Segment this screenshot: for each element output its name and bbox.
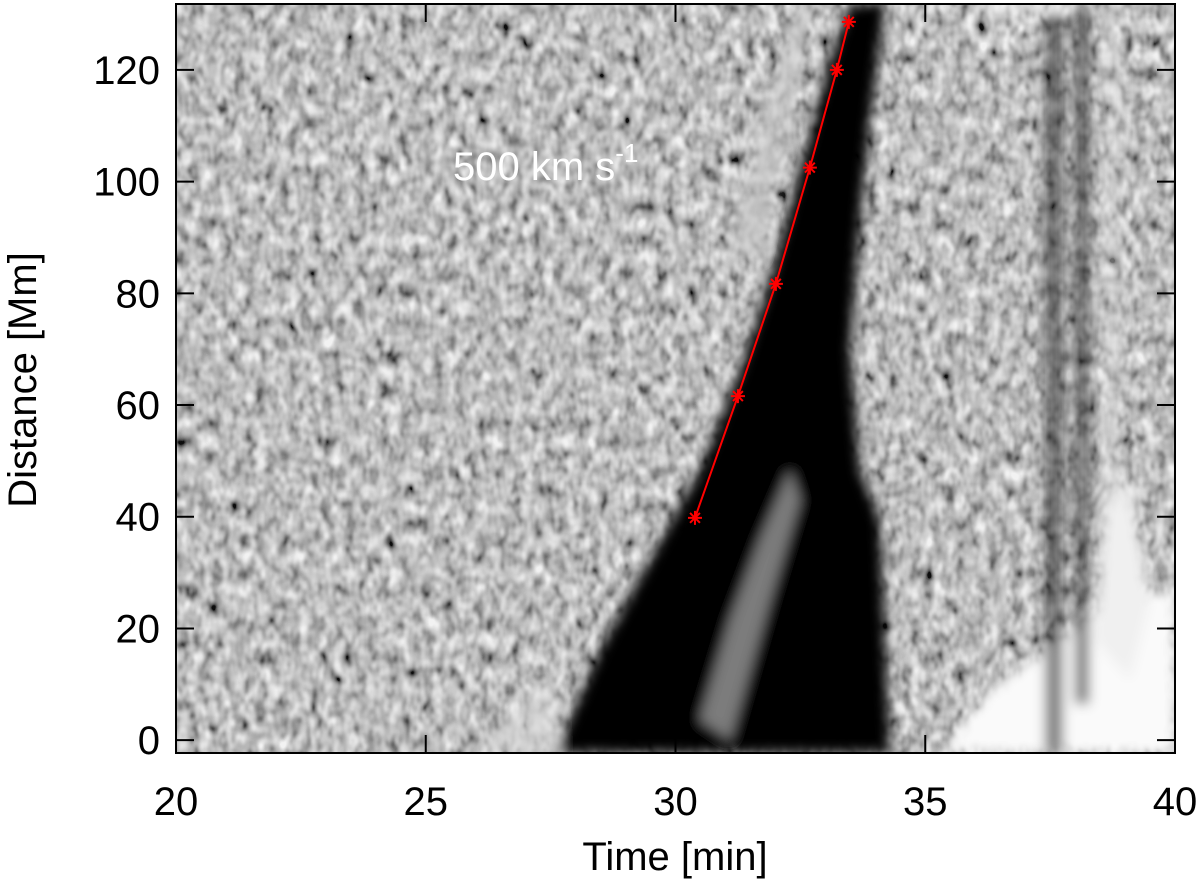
data-point: [829, 62, 844, 77]
y-tick-label: 100: [93, 161, 160, 205]
annotation-superscript: -1: [615, 138, 638, 168]
x-tick-label: 30: [653, 780, 698, 824]
y-axis-label: Distance [Mm]: [1, 252, 45, 508]
y-tick-label: 60: [116, 384, 161, 428]
annotation-text: 500 km s: [453, 145, 615, 189]
data-line: [694, 21, 850, 519]
data-point: [802, 160, 817, 175]
y-tick-label: 40: [116, 496, 161, 540]
y-tick-label: 0: [138, 719, 160, 763]
background-image: [176, 4, 1175, 753]
x-tick-label: 40: [1153, 780, 1198, 824]
data-point: [768, 276, 783, 291]
data-point: [841, 14, 856, 29]
y-tick-label: 20: [116, 607, 161, 651]
y-tick-label: 120: [93, 49, 160, 93]
annotation: 500 km s-1: [453, 138, 638, 189]
x-tick-label: 20: [154, 780, 199, 824]
data-point: [687, 510, 702, 525]
data-point: [730, 389, 745, 404]
x-tick-label: 35: [903, 780, 948, 824]
x-axis-label: Time [min]: [582, 835, 767, 879]
x-tick-label: 25: [404, 780, 449, 824]
y-tick-label: 80: [116, 272, 161, 316]
